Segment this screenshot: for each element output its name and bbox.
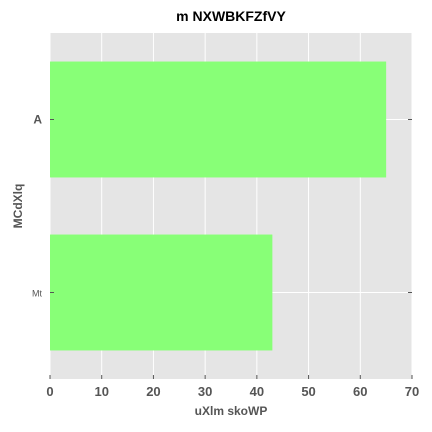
y-axis-ticks: A Mt [32, 113, 412, 299]
x-tick-label: 60 [353, 384, 367, 399]
bar [50, 234, 273, 351]
y-axis-label: MCdXlq [11, 184, 25, 229]
chart-title: m NXWBKFZfVY [176, 8, 286, 24]
x-tick-label: 50 [301, 384, 315, 399]
y-tick-label: Mt [32, 289, 42, 299]
x-tick-label: 20 [146, 384, 160, 399]
x-axis-label: uXlm skoWP [195, 404, 268, 418]
x-tick-label: 10 [94, 384, 108, 399]
bar [50, 61, 387, 178]
x-tick-label: 70 [405, 384, 419, 399]
y-tick-label: A [33, 113, 42, 127]
x-axis-ticks: 0 10 20 30 40 50 60 70 [46, 375, 419, 399]
x-tick-label: 30 [198, 384, 212, 399]
x-tick-label: 0 [46, 384, 53, 399]
bars [50, 61, 387, 351]
x-tick-label: 40 [250, 384, 264, 399]
